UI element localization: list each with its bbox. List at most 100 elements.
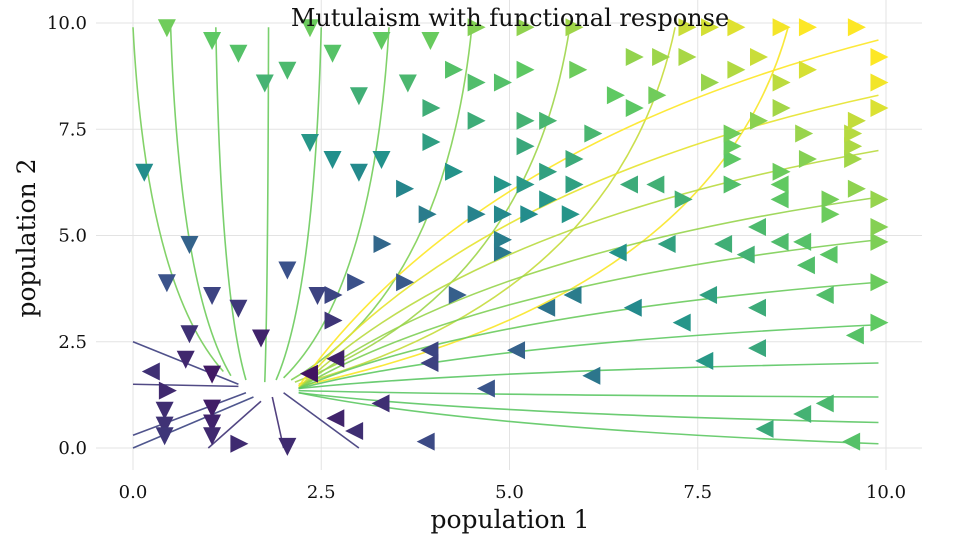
stream-arrow [699, 286, 718, 304]
streamline [263, 27, 270, 383]
stream-arrow [870, 218, 889, 236]
stream-arrow [516, 111, 535, 130]
stream-arrow [819, 245, 838, 264]
streamline [298, 323, 879, 390]
stream-arrow [747, 339, 766, 358]
stream-arrow [507, 341, 526, 360]
stream-arrow [135, 163, 154, 182]
stream-arrow [396, 273, 415, 292]
stream-arrow [815, 394, 834, 413]
stream-arrow [299, 364, 318, 383]
streamline [298, 27, 789, 388]
stream-arrow [416, 432, 435, 451]
stream-arrow [736, 245, 755, 264]
x-axis-label: population 1 [430, 505, 589, 534]
stream-arrow [672, 313, 691, 332]
stream-arrow [539, 111, 558, 130]
stream-arrow [870, 273, 889, 292]
stream-arrow [493, 205, 512, 224]
stream-arrow [467, 18, 486, 37]
streamline [298, 39, 879, 387]
stream-arrow [300, 19, 319, 38]
stream-arrow [795, 124, 814, 143]
stream-arrow [723, 137, 742, 156]
stream-arrow [326, 409, 345, 428]
stream-arrow [157, 19, 176, 38]
y-tick-label: 2.5 [58, 332, 87, 353]
stream-arrow [229, 44, 248, 63]
stream-arrow [648, 86, 667, 105]
stream-arrow [539, 162, 558, 181]
stream-arrow [345, 422, 364, 440]
stream-arrow [870, 73, 889, 92]
stream-arrow [278, 61, 297, 80]
stream-arrow [770, 232, 789, 251]
stream-arrow [798, 60, 817, 79]
stream-arrow [701, 18, 720, 37]
stream-arrow [176, 350, 195, 369]
stream-arrow [467, 111, 486, 130]
stream-arrow [349, 163, 368, 182]
stream-arrow [349, 87, 368, 106]
stream-arrow [796, 256, 815, 275]
stream-arrow [372, 32, 391, 50]
stream-arrow [229, 299, 248, 318]
stream-arrow [493, 175, 512, 194]
stream-arrow [674, 190, 693, 209]
stream-arrow [821, 190, 840, 209]
x-tick-label: 10.0 [866, 482, 906, 503]
stream-arrow [448, 286, 467, 304]
stream-arrow [539, 190, 558, 209]
streamline [132, 383, 239, 388]
stream-arrow [772, 162, 791, 181]
stream-arrow [770, 190, 789, 209]
stream-arrow [420, 354, 439, 372]
stream-arrow [493, 243, 512, 262]
stream-arrow [793, 405, 812, 423]
stream-arrow [565, 18, 584, 37]
chart-title: Mutulaism with functional response [291, 4, 729, 32]
stream-arrow [371, 394, 390, 413]
x-tick-labels: 0.0 2.5 5.0 7.5 10.0 [119, 482, 906, 503]
stream-arrow [845, 326, 864, 345]
stream-arrow [747, 298, 766, 317]
streamline [298, 238, 879, 390]
stream-arrow [847, 18, 866, 37]
stream-arrow [323, 44, 342, 63]
streamline [275, 27, 323, 381]
stream-arrow [422, 99, 441, 117]
stream-arrow [727, 18, 746, 37]
stream-arrow [445, 162, 464, 181]
stream-arrow [625, 48, 644, 66]
stream-arrow [255, 74, 274, 93]
stream-arrow [747, 218, 766, 236]
stream-arrow [493, 73, 512, 92]
streamline [283, 27, 390, 379]
stream-arrow [300, 134, 319, 152]
stream-arrow [421, 32, 440, 50]
stream-arrow [516, 60, 535, 79]
stream-arrow [203, 32, 222, 50]
stream-arrow [141, 362, 160, 381]
stream-arrow [180, 236, 199, 254]
stream-arrow [398, 74, 417, 93]
stream-arrow [203, 427, 222, 446]
stream-arrow [646, 175, 665, 194]
stream-arrow [772, 18, 791, 37]
stream-arrow [420, 341, 439, 360]
y-axis-label: population 2 [12, 158, 41, 317]
y-tick-labels: 0.0 2.5 5.0 7.5 10.0 [47, 13, 87, 459]
streamline [298, 281, 879, 390]
stream-arrow [467, 73, 486, 92]
stream-arrow [608, 243, 627, 262]
streamline [290, 27, 473, 381]
stream-arrow [278, 437, 297, 456]
y-tick-label: 10.0 [47, 13, 87, 34]
stream-arrow [203, 399, 222, 418]
stream-arrow [372, 151, 391, 169]
stream-arrow [695, 351, 714, 370]
stream-arrow [870, 313, 889, 332]
stream-arrow [870, 48, 889, 66]
stream-arrow [844, 150, 863, 168]
